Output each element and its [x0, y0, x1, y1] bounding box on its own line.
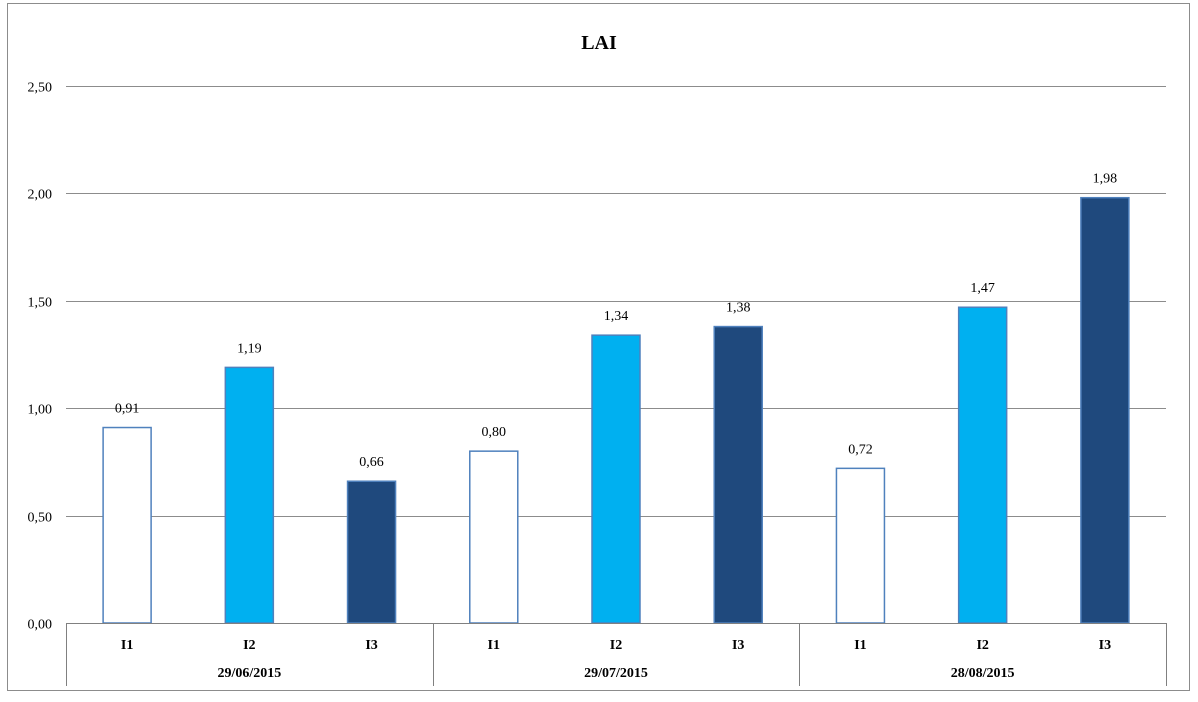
- x-tick-label: I3: [1099, 638, 1111, 653]
- x-tick-label: I1: [488, 638, 500, 653]
- x-tick-label: I1: [121, 638, 133, 653]
- y-tick-label: 0,00: [28, 618, 53, 633]
- data-label: 1,19: [237, 341, 262, 356]
- x-tick-label: I2: [976, 638, 988, 653]
- x-group-label: 29/06/2015: [217, 666, 281, 681]
- y-tick-label: 0,50: [28, 511, 53, 526]
- data-label: 0,72: [848, 442, 873, 457]
- y-tick-label: 2,00: [28, 188, 53, 203]
- y-tick-label: 2,50: [28, 81, 53, 96]
- x-tick-label: I2: [243, 638, 255, 653]
- bar-29/06/2015-I3: [346, 480, 397, 624]
- bar-28/08/2015-I3: [1080, 196, 1130, 624]
- y-tick-label: 1,00: [28, 403, 53, 418]
- y-axis-ticks: 0,00 0,50 1,00 1,50 2,00 2,50: [28, 81, 53, 633]
- bar-29/06/2015-I1: [102, 426, 152, 624]
- data-labels: 0,91 1,19 0,66 0,80 1,34 1,38 0,72 1,47 1,98: [115, 172, 1117, 471]
- bar-28/08/2015-I2: [957, 306, 1008, 624]
- x-tick-label: I3: [365, 638, 377, 653]
- x-axis: I1 I2 I3 29/06/2015 I1 I2 I3 29/07/2015 I1 I2 I3 28…: [66, 623, 1167, 686]
- data-label: 1,34: [604, 309, 629, 324]
- x-group-label: 28/08/2015: [951, 666, 1015, 681]
- bar-29/07/2015-I2: [591, 334, 641, 624]
- chart-title: LAI: [581, 32, 617, 54]
- x-tick-label: I3: [732, 638, 744, 653]
- bars: [102, 196, 1130, 624]
- y-tick-label: 1,50: [28, 296, 53, 311]
- x-tick-label: I2: [610, 638, 622, 653]
- data-label: 0,80: [482, 425, 507, 440]
- data-label: 0,66: [359, 455, 384, 470]
- data-label: 1,38: [726, 301, 751, 316]
- bar-29/07/2015-I3: [713, 325, 763, 624]
- bar-29/06/2015-I2: [224, 366, 275, 624]
- x-group-label: 29/07/2015: [584, 666, 648, 681]
- x-tick-label: I1: [854, 638, 866, 653]
- bar-28/08/2015-I1: [835, 467, 886, 624]
- data-label: 1,47: [970, 281, 995, 296]
- data-label: 1,98: [1093, 172, 1118, 187]
- data-label: 0,91: [115, 402, 140, 417]
- bar-29/07/2015-I1: [469, 450, 519, 624]
